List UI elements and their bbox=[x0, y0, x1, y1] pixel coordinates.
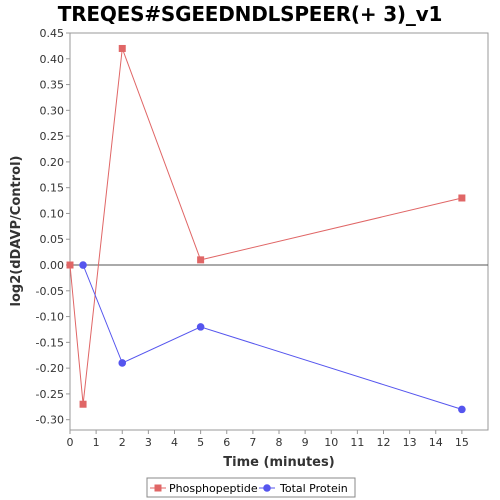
legend-frame bbox=[146, 477, 356, 498]
y-axis-label: log2(dDAVP/Control) bbox=[9, 156, 24, 307]
x-tick-label: 10 bbox=[324, 436, 338, 449]
y-tick-label: 0.15 bbox=[40, 182, 65, 195]
x-tick-label: 9 bbox=[302, 436, 309, 449]
x-tick-label: 15 bbox=[455, 436, 469, 449]
y-tick-label: 0.35 bbox=[40, 79, 65, 92]
data-point-circle bbox=[118, 359, 127, 367]
y-tick-label: 0.20 bbox=[40, 156, 65, 169]
legend-item: Phosphopeptide bbox=[150, 482, 258, 495]
x-tick-label: 7 bbox=[249, 436, 256, 449]
y-tick-label: 0.10 bbox=[40, 207, 65, 220]
y-tick-label: -0.25 bbox=[36, 388, 64, 401]
y-tick-label: -0.20 bbox=[36, 362, 64, 375]
data-point-square bbox=[458, 194, 466, 202]
y-tick-label: 0.30 bbox=[40, 104, 65, 117]
data-point-circle bbox=[458, 405, 466, 414]
y-axis: -0.30 -0.25 -0.20 -0.15 -0.10 -0.05 0.00 0.05 0.… bbox=[36, 27, 70, 427]
plot-area-frame bbox=[69, 32, 489, 431]
legend-square-marker bbox=[154, 484, 162, 492]
y-tick-label: -0.30 bbox=[36, 414, 64, 427]
y-tick-label: 0.00 bbox=[40, 259, 65, 272]
x-tick-label: 6 bbox=[223, 436, 230, 449]
legend-label: Phosphopeptide bbox=[169, 482, 258, 495]
y-tick-label: 0.05 bbox=[40, 233, 65, 246]
x-tick-label: 8 bbox=[276, 436, 283, 449]
legend-item: Total Protein bbox=[259, 482, 348, 495]
x-tick-label: 14 bbox=[429, 436, 443, 449]
data-point-circle bbox=[79, 261, 87, 269]
y-tick-label: 0.45 bbox=[40, 27, 65, 40]
y-tick-label: -0.05 bbox=[36, 285, 64, 298]
data-point-square bbox=[197, 256, 205, 264]
series-phosphopeptide bbox=[66, 44, 466, 408]
x-tick-label: 13 bbox=[403, 436, 417, 449]
legend-label: Total Protein bbox=[279, 482, 348, 495]
y-tick-label: 0.40 bbox=[40, 53, 65, 66]
x-tick-label: 5 bbox=[197, 436, 204, 449]
x-axis: 0 1 2 3 4 5 6 7 8 9 10 11 12 13 14 15 bbox=[67, 430, 469, 449]
legend: Phosphopeptide Total Protein bbox=[146, 477, 356, 498]
x-tick-label: 1 bbox=[93, 436, 100, 449]
x-tick-label: 0 bbox=[67, 436, 74, 449]
series-layer bbox=[66, 44, 466, 414]
series-total-protein bbox=[79, 261, 466, 414]
x-tick-label: 2 bbox=[119, 436, 126, 449]
y-tick-label: 0.25 bbox=[40, 130, 65, 143]
x-tick-label: 12 bbox=[377, 436, 391, 449]
x-tick-label: 4 bbox=[171, 436, 178, 449]
chart-title: TREQES#SGEEDNDLSPEER(+ 3)_v1 bbox=[57, 2, 443, 26]
data-point-square bbox=[79, 400, 87, 408]
x-tick-label: 11 bbox=[350, 436, 364, 449]
data-point-circle bbox=[196, 323, 205, 331]
x-tick-label: 3 bbox=[145, 436, 152, 449]
data-point-square bbox=[66, 261, 74, 269]
y-tick-label: -0.10 bbox=[36, 311, 64, 324]
series-line bbox=[82, 264, 463, 410]
legend-circle-marker bbox=[263, 484, 271, 492]
x-axis-label: Time (minutes) bbox=[223, 455, 334, 470]
y-tick-label: -0.15 bbox=[36, 336, 64, 349]
data-point-square bbox=[118, 44, 126, 52]
